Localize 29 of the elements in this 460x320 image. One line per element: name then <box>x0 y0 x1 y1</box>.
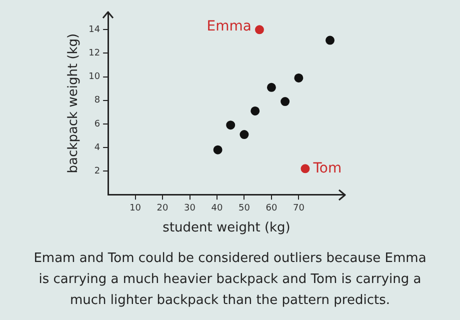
y-tick-label: 14 <box>88 25 100 36</box>
y-tick-label: 6 <box>94 119 100 130</box>
x-tick-label: 30 <box>184 203 196 214</box>
y-tick-label: 4 <box>94 142 100 153</box>
x-tick-label: 60 <box>266 203 278 214</box>
point <box>226 120 236 130</box>
annotation: Tom <box>312 160 342 176</box>
point <box>280 97 290 106</box>
point <box>294 73 304 82</box>
point <box>250 106 260 116</box>
x-tick-label: 20 <box>156 203 169 214</box>
x-tick-label: 70 <box>292 203 305 214</box>
x-tick-label: 10 <box>130 203 142 214</box>
point <box>240 130 249 140</box>
annotation: Emma <box>206 18 252 34</box>
point <box>300 164 310 174</box>
text: Emam and Tom could be considered outliers because Emma is carrying a much heavier backpack and Tom is carrying a much lighter backpack than the pattern predicts. <box>32 250 428 310</box>
point <box>326 36 335 45</box>
x-tick-label: 50 <box>238 203 250 214</box>
point <box>254 25 264 34</box>
y-tick-label: 10 <box>88 72 100 82</box>
y-tick-label: 8 <box>94 96 100 106</box>
point <box>266 82 276 92</box>
y-tick-label: 2 <box>94 166 100 176</box>
x-tick-label: 40 <box>211 203 223 214</box>
y-tick-label: 12 <box>88 48 100 59</box>
point <box>213 145 222 154</box>
y-axis-title: backpack weight (kg) <box>66 33 82 174</box>
x-axis-title: student weight (kg) <box>162 220 290 236</box>
